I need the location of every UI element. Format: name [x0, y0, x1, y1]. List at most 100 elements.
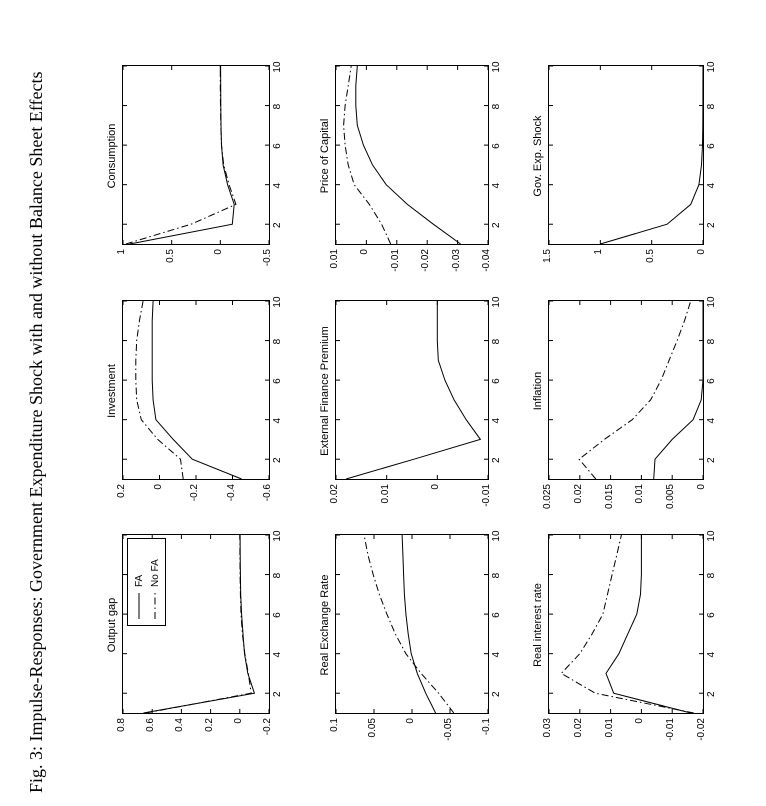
- x-tick-label: 8: [272, 572, 283, 579]
- x-tick-label: 4: [272, 417, 283, 424]
- subplot-title: Output gap: [106, 597, 118, 653]
- y-tick-label: 0.1: [329, 718, 340, 732]
- x-tick-label: 2: [491, 457, 502, 464]
- y-tick-label: -0.1: [481, 718, 492, 736]
- series-line-fa: [355, 65, 461, 245]
- x-tick-label: 6: [706, 612, 717, 618]
- x-tick-label: 10: [272, 530, 283, 542]
- y-tick-label: 0: [152, 484, 164, 490]
- y-tick-label: -0.6: [262, 484, 273, 502]
- x-tick-label: 4: [491, 182, 502, 189]
- axes-box: [335, 534, 489, 714]
- y-tick-label: 0: [430, 484, 442, 490]
- plot-area: [122, 65, 270, 245]
- axes-box: [335, 65, 489, 245]
- subplot-gov-exp-shock: Gov. Exp. Shock 2 4 6 8 10 1.5 1 0.5 0: [532, 61, 717, 262]
- x-tick-label: 4: [706, 182, 717, 189]
- subplot-title: Consumption: [106, 123, 118, 189]
- x-tick-label: 10: [706, 296, 717, 308]
- series-line-no-fa: [145, 535, 252, 714]
- x-tick-label: 6: [491, 378, 502, 384]
- y-tick-label: 0.005: [665, 484, 677, 510]
- y-tick-label: 1.5: [542, 249, 553, 263]
- x-tick-label: 8: [272, 103, 283, 110]
- x-tick-label: 2: [491, 222, 502, 229]
- axes-box: [122, 65, 270, 245]
- y-tick-label: 0.2: [203, 718, 215, 732]
- subplot-title: Price of Capital: [319, 118, 331, 194]
- x-tick-label: 6: [491, 612, 502, 618]
- y-tick-label: 1: [116, 249, 127, 255]
- x-tick-label: 2: [491, 691, 502, 698]
- legend: FA No FA: [127, 538, 166, 626]
- x-tick-label: 6: [272, 378, 283, 384]
- x-tick-label: 8: [491, 338, 502, 345]
- x-tick-label: 6: [706, 378, 717, 384]
- x-tick-label: 10: [491, 61, 502, 73]
- subplot-title: Real interest rate: [532, 583, 544, 667]
- figure-caption: Fig. 3: Impulse-Responses: Government Ex…: [26, 71, 46, 793]
- y-tick-label: -0.05: [443, 718, 454, 741]
- y-tick-label: 0.6: [145, 718, 157, 732]
- x-tick-label: 10: [706, 61, 717, 73]
- series-line-fa: [605, 535, 691, 714]
- plot-area: [122, 300, 270, 480]
- x-tick-label: 2: [706, 691, 717, 698]
- x-tick-label: 10: [272, 296, 283, 308]
- x-tick-label: 8: [491, 572, 502, 579]
- x-tick-label: 6: [706, 143, 717, 149]
- axes-box: [122, 300, 270, 480]
- y-tick-label: 0.02: [572, 718, 584, 738]
- series-line-fa: [401, 534, 437, 714]
- plot-area: [548, 300, 704, 480]
- plot-area: [335, 300, 489, 480]
- y-tick-label: 0.01: [634, 484, 646, 504]
- y-tick-label: 0.2: [116, 484, 127, 498]
- y-tick-label: -0.01: [389, 249, 401, 272]
- x-tick-label: 8: [706, 338, 717, 345]
- x-tick-label: 4: [491, 651, 502, 658]
- y-tick-label: -0.04: [481, 249, 492, 272]
- y-tick-label: 0.01: [379, 484, 391, 504]
- axes-box: [335, 300, 489, 480]
- x-tick-label: 2: [272, 691, 283, 698]
- series-line-fa: [600, 65, 704, 245]
- y-tick-label: 0: [696, 249, 707, 255]
- series-line-fa: [345, 301, 482, 480]
- y-tick-label: -0.01: [481, 484, 492, 507]
- y-tick-label: 0.05: [367, 718, 378, 738]
- legend-entry: FA: [131, 545, 147, 619]
- plot-area: [548, 65, 704, 245]
- legend-line-sample-dashdot: [154, 593, 156, 619]
- x-tick-label: 2: [706, 457, 717, 464]
- x-tick-label: 6: [272, 612, 283, 618]
- y-tick-label: -0.02: [696, 718, 707, 741]
- y-tick-label: -0.01: [665, 718, 677, 741]
- x-tick-label: 2: [706, 222, 717, 229]
- legend-line-sample-solid: [138, 593, 140, 619]
- y-tick-label: 1: [593, 249, 605, 255]
- x-tick-label: 10: [491, 296, 502, 308]
- axes-box: [548, 300, 704, 480]
- series-line-fa: [129, 65, 235, 245]
- subplot-title: Real Exchange Rate: [319, 574, 331, 676]
- x-tick-label: 8: [706, 103, 717, 110]
- x-tick-label: 4: [706, 417, 717, 424]
- series-line-no-fa: [363, 534, 455, 714]
- y-tick-label: 0: [232, 718, 244, 724]
- x-tick-label: 4: [706, 651, 717, 658]
- x-tick-label: 8: [491, 103, 502, 110]
- x-tick-label: 4: [272, 651, 283, 658]
- subplot-inflation: Inflation 2 4 6 8 10 0.025 0.02 0.015 0.01 0.005 0: [532, 296, 717, 509]
- x-tick-label: 2: [272, 457, 283, 464]
- y-tick-label: 0.01: [329, 249, 340, 269]
- series-line-no-fa: [125, 66, 237, 245]
- series-line-no-fa: [343, 65, 392, 245]
- axes-box: [548, 534, 704, 714]
- legend-entry: No FA: [147, 545, 163, 619]
- x-tick-label: 4: [491, 417, 502, 424]
- y-tick-label: 0.02: [329, 484, 340, 504]
- y-tick-label: -0.02: [420, 249, 432, 272]
- y-tick-label: 0: [359, 249, 371, 255]
